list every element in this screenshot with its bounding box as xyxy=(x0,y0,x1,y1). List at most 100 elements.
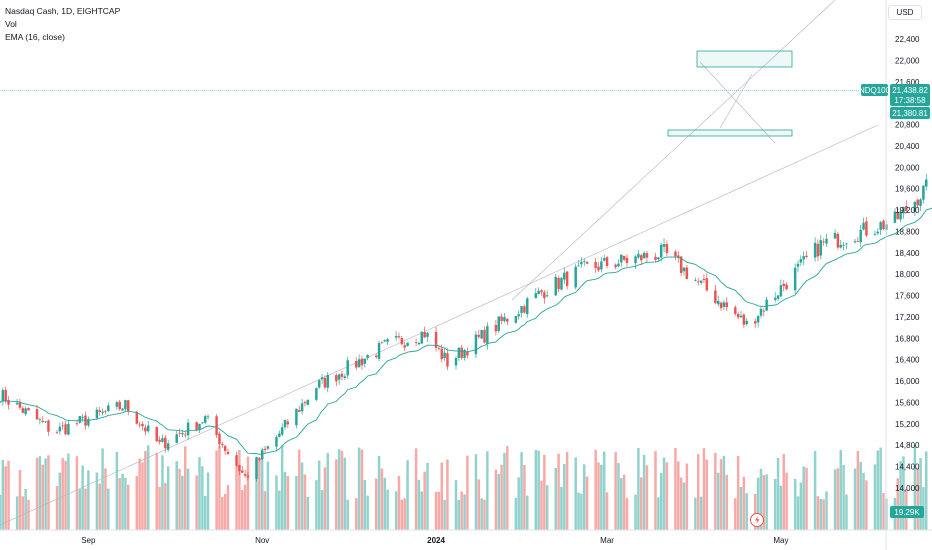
volume-bars xyxy=(0,445,928,530)
candle-body xyxy=(144,427,147,432)
volume-bar xyxy=(343,457,347,530)
candle-body xyxy=(583,260,586,262)
volume-bar xyxy=(534,450,538,530)
volume-bar xyxy=(523,464,526,530)
volume-bar xyxy=(201,466,204,530)
candle-body xyxy=(146,425,150,432)
volume-bar xyxy=(454,480,458,530)
volume-bar xyxy=(739,487,743,530)
volume-bar xyxy=(235,465,238,530)
volume-bar xyxy=(902,456,905,530)
ema-badge-text: 21,380.81 xyxy=(892,109,928,118)
candle-body xyxy=(654,256,657,260)
candle-body xyxy=(138,424,141,426)
candle-body xyxy=(323,378,327,388)
volume-bar xyxy=(802,466,805,530)
volume-bar xyxy=(87,470,90,530)
candle-body xyxy=(705,278,709,291)
y-tick-label: 16,400 xyxy=(895,356,920,365)
candle-body xyxy=(258,458,261,460)
volume-bar xyxy=(414,448,418,530)
candle-body xyxy=(337,374,341,380)
candle-body xyxy=(298,410,301,412)
candle-body xyxy=(434,331,438,348)
volume-bar xyxy=(645,465,649,530)
volume-bar xyxy=(716,472,720,530)
candle-body xyxy=(734,307,737,314)
candle-body xyxy=(554,276,557,296)
volume-bar xyxy=(164,483,167,530)
lightning-icon[interactable] xyxy=(750,513,764,527)
volume-bar xyxy=(146,445,150,530)
volume-bar xyxy=(275,475,278,530)
candle-body xyxy=(383,340,386,342)
candle-body xyxy=(597,266,600,271)
candle-body xyxy=(104,411,107,413)
candle-body xyxy=(107,405,110,412)
candle-body xyxy=(640,255,643,261)
volume-bar xyxy=(622,474,626,530)
volume-bar xyxy=(300,462,304,530)
candle-body xyxy=(517,314,520,317)
candle-body xyxy=(203,416,207,423)
volume-bar xyxy=(155,452,158,530)
volume-bar xyxy=(500,464,503,530)
volume-bar xyxy=(406,460,409,530)
volume-bar xyxy=(560,486,563,530)
volume-bar xyxy=(357,447,361,530)
candle-body xyxy=(674,251,677,257)
candle-body xyxy=(862,222,865,230)
candle-body xyxy=(913,201,917,212)
candle-body xyxy=(300,403,304,412)
legend-vol[interactable]: Vol xyxy=(5,19,17,29)
wedge-upper-line xyxy=(699,61,776,144)
volume-bar xyxy=(118,478,121,530)
volume-bar xyxy=(340,450,344,530)
candle-body xyxy=(523,306,526,313)
y-tick-label: 21,600 xyxy=(895,78,920,87)
candle-body xyxy=(18,402,22,408)
volume-bar xyxy=(98,483,101,530)
volume-bar xyxy=(81,465,84,530)
volume-bar xyxy=(355,498,358,530)
volume-bar xyxy=(420,491,424,530)
volume-bar xyxy=(326,453,329,530)
volume-bar xyxy=(360,449,364,530)
y-tick-label: 14,800 xyxy=(895,441,920,450)
candle-body xyxy=(226,451,230,455)
candle-body xyxy=(340,373,344,377)
legend-ema[interactable]: EMA (16, close) xyxy=(5,32,65,42)
volume-bar xyxy=(557,453,560,530)
candle-body xyxy=(765,299,768,311)
candle-body xyxy=(905,206,908,211)
legend-title[interactable]: Nasdaq Cash, 1D, EIGHTCAP xyxy=(5,6,121,16)
candle-body xyxy=(919,199,922,206)
volume-bar xyxy=(278,490,281,530)
candle-body xyxy=(101,411,104,413)
volume-bar xyxy=(637,447,640,530)
volume-bar xyxy=(754,493,757,530)
volume-bar xyxy=(697,454,700,530)
candle-body xyxy=(865,221,868,236)
candle-body xyxy=(856,241,860,242)
candle-body xyxy=(925,179,928,187)
candle-body xyxy=(602,258,606,261)
candle-body xyxy=(916,199,919,206)
candle-body xyxy=(580,261,583,265)
volume-bar xyxy=(306,496,310,530)
volume-badge xyxy=(890,506,924,518)
volume-bar xyxy=(537,450,540,530)
time-axis[interactable]: SepNov2024MarMayJulSepNov2025MarMay xyxy=(81,536,932,545)
currency-selector[interactable]: USD xyxy=(888,5,922,20)
candle-body xyxy=(397,336,401,338)
candle-body xyxy=(221,443,224,446)
volume-bar xyxy=(779,485,783,530)
volume-bar xyxy=(543,454,546,530)
candle-body xyxy=(121,408,124,411)
candle-body xyxy=(534,293,538,299)
volume-bar xyxy=(380,468,384,530)
volume-bar xyxy=(366,495,369,530)
volume-bar xyxy=(822,499,825,530)
volume-bar xyxy=(198,457,201,530)
